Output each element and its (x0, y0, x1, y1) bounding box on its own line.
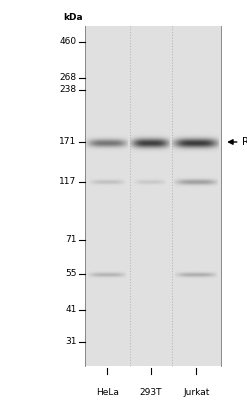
Text: HeLa: HeLa (96, 388, 119, 397)
Text: 460: 460 (60, 38, 77, 46)
Text: 41: 41 (65, 306, 77, 314)
Text: 238: 238 (60, 86, 77, 94)
Text: 55: 55 (65, 270, 77, 278)
Text: Jurkat: Jurkat (183, 388, 209, 397)
Text: kDa: kDa (63, 14, 83, 22)
Text: 171: 171 (59, 138, 77, 146)
Text: 71: 71 (65, 236, 77, 244)
Text: 293T: 293T (139, 388, 162, 397)
Text: 268: 268 (60, 74, 77, 82)
Bar (85, 26, 221, 366)
Text: 117: 117 (59, 178, 77, 186)
Text: 31: 31 (65, 338, 77, 346)
Text: RCD8: RCD8 (242, 137, 247, 147)
